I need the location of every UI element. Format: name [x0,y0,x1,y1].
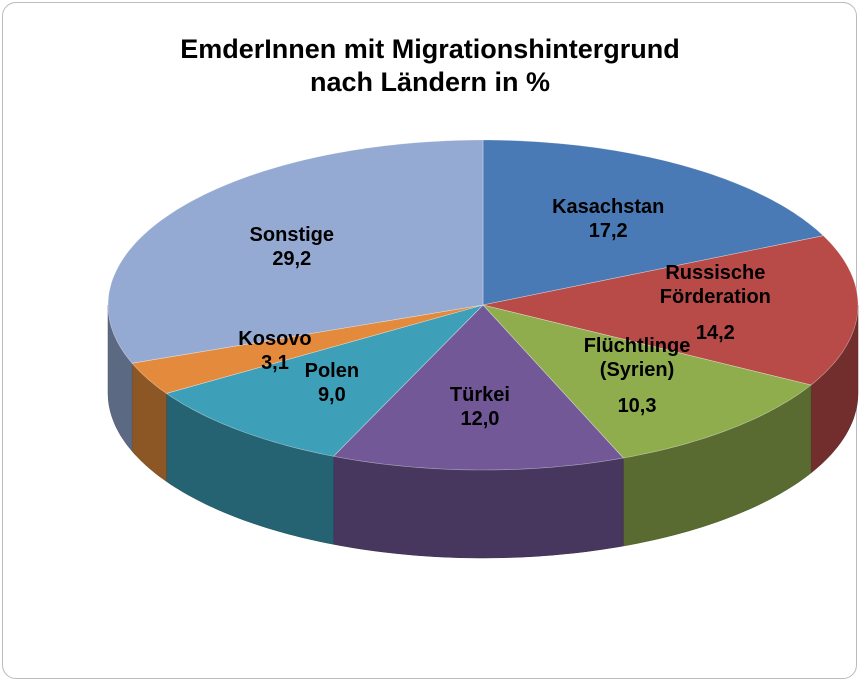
slice-label: Polen [304,359,360,382]
slice-label: Russische Förderation [659,261,771,308]
pie-slice [482,235,859,386]
slice-value: 9,0 [317,383,346,406]
slice-label: Sonstige [249,223,334,246]
pie-slice [107,139,484,364]
slice-value: 10,3 [617,394,657,417]
slice-value: 3,1 [261,351,289,374]
slice-value: 17,2 [588,219,628,242]
pie-slice [131,304,484,394]
slice-value: 14,2 [695,321,735,344]
pie-slice [482,139,825,306]
pie-slice [332,304,624,471]
slice-value: 12,0 [460,408,500,431]
chart-title: EmderInnen mit Migrationshintergrund nac… [180,34,680,97]
pie-slice [482,304,812,459]
slice-label: Flüchtlinge (Syrien) [583,334,691,381]
slice-label: Türkei [449,384,510,407]
slice-label: Kasachstan [552,195,665,218]
slice-value: 29,2 [272,247,312,270]
pie-slice [165,304,485,457]
slice-side [333,455,624,559]
slice-label: Kosovo [238,327,312,350]
